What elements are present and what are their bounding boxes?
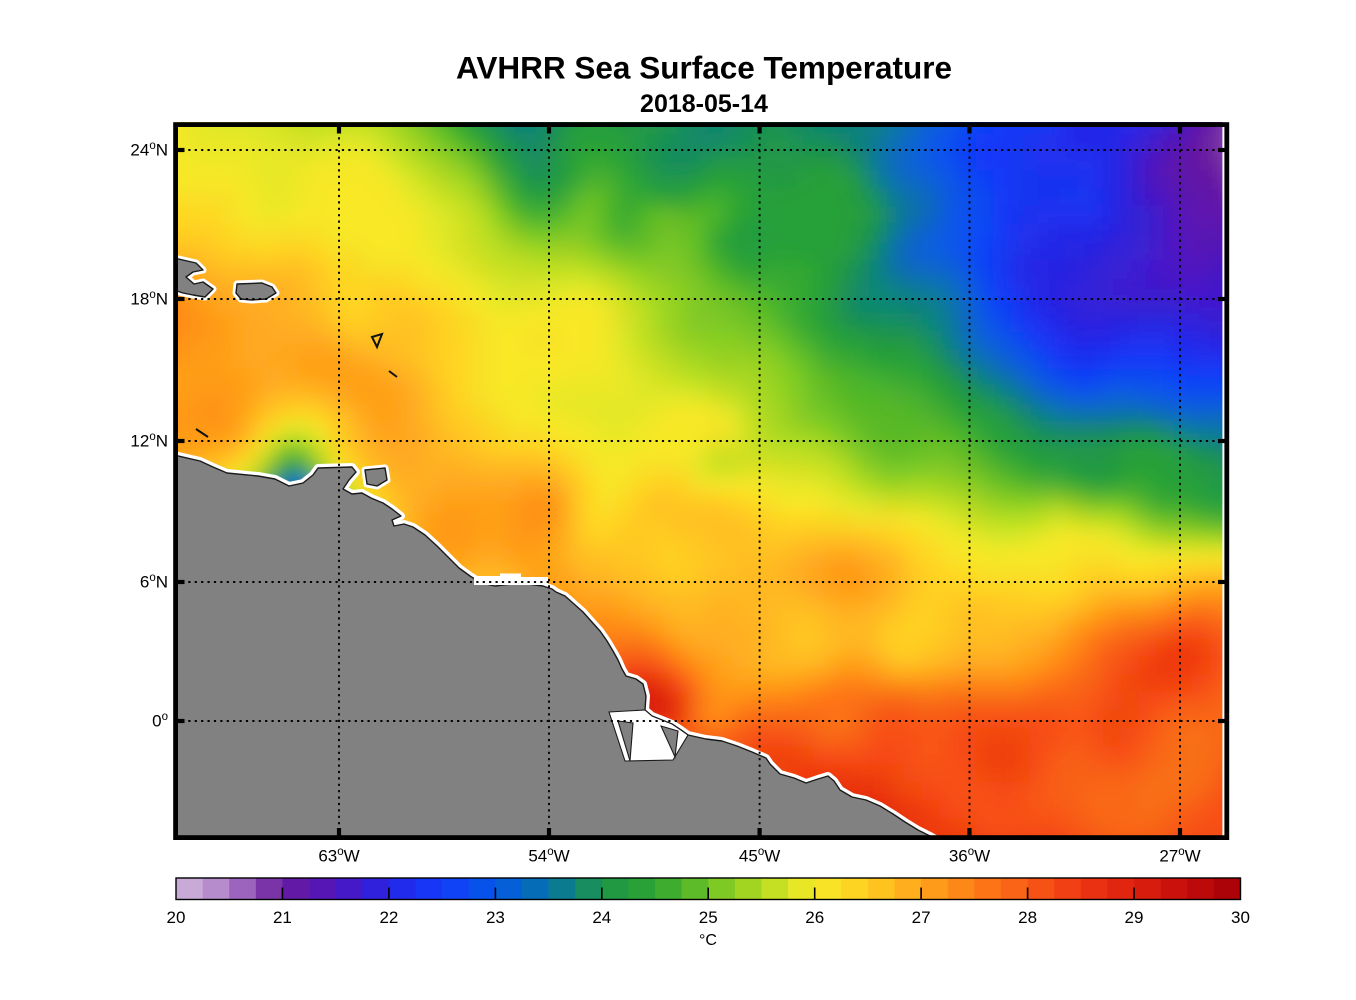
svg-text:36oW: 36oW — [949, 846, 990, 865]
svg-text:63oW: 63oW — [318, 846, 359, 865]
svg-text:24: 24 — [592, 908, 611, 927]
svg-text:45oW: 45oW — [739, 846, 780, 865]
svg-text:27: 27 — [912, 908, 931, 927]
svg-text:21: 21 — [273, 908, 292, 927]
svg-text:28: 28 — [1018, 908, 1037, 927]
svg-text:24oN: 24oN — [130, 140, 168, 159]
svg-text:°C: °C — [699, 932, 717, 949]
svg-text:18oN: 18oN — [130, 289, 168, 308]
svg-text:2018-05-14: 2018-05-14 — [640, 90, 768, 118]
svg-text:26: 26 — [805, 908, 824, 927]
svg-text:AVHRR Sea Surface Temperature: AVHRR Sea Surface Temperature — [456, 50, 952, 86]
svg-text:12oN: 12oN — [130, 431, 168, 450]
svg-text:54oW: 54oW — [528, 846, 569, 865]
svg-text:27oW: 27oW — [1159, 846, 1200, 865]
svg-text:23: 23 — [486, 908, 505, 927]
svg-text:30: 30 — [1231, 908, 1250, 927]
svg-text:6oN: 6oN — [140, 572, 168, 591]
svg-text:20: 20 — [167, 908, 186, 927]
svg-text:22: 22 — [379, 908, 398, 927]
svg-text:25: 25 — [699, 908, 718, 927]
svg-text:29: 29 — [1125, 908, 1144, 927]
